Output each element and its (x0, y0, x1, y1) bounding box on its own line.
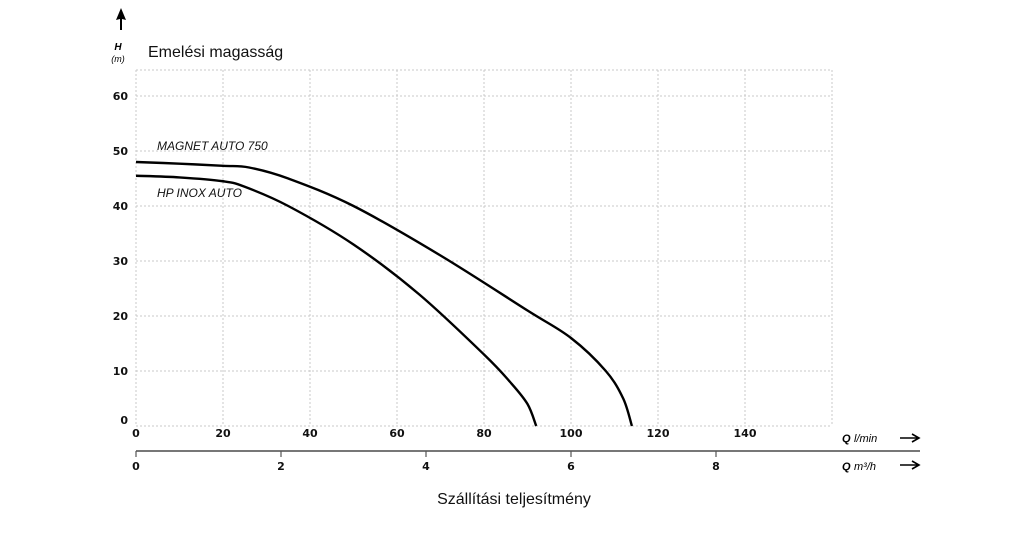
y-tick-labels: 0 10 20 30 40 50 60 (113, 90, 129, 427)
curve-hp-inox-auto (135, 174, 538, 427)
y-tick-label: 20 (113, 310, 129, 323)
x2-tick-label: 6 (567, 460, 575, 473)
x-axis-arrow-icon (900, 433, 921, 443)
x-axis-unit: l/min (854, 433, 877, 445)
y-tick-label: 30 (113, 255, 129, 268)
y-axis-unit: (m) (111, 54, 125, 64)
x2-tick-label: 2 (277, 460, 285, 473)
x2-axis-q-label: Q (842, 461, 851, 473)
y-tick-label: 40 (113, 200, 129, 213)
y-axis-label: H (114, 42, 122, 53)
x2-tick-label: 0 (132, 460, 140, 473)
x-tick-label: 80 (476, 427, 492, 440)
x2-axis-arrow-icon (900, 460, 921, 470)
curve-magnet-auto-750 (135, 160, 634, 427)
x2-tick-label: 4 (422, 460, 430, 473)
x-tick-label: 140 (734, 427, 757, 440)
x-tick-label: 0 (132, 427, 140, 440)
grid (135, 69, 833, 427)
x-tick-label: 40 (302, 427, 318, 440)
series-label: MAGNET AUTO 750 (157, 139, 268, 153)
y-tick-label: 60 (113, 90, 129, 103)
x-axis-q-label: Q (842, 433, 851, 445)
curves: MAGNET AUTO 750 HP INOX AUTO (135, 139, 634, 427)
x-tick-label: 100 (560, 427, 583, 440)
x-tick-label: 20 (215, 427, 231, 440)
series-label: HP INOX AUTO (157, 186, 242, 200)
y-tick-label: 50 (113, 145, 129, 158)
y-tick-label: 0 (120, 414, 128, 427)
x2-tick-label: 8 (712, 460, 720, 473)
chart-title: Emelési magasság (148, 44, 283, 61)
y-axis-arrow-icon (116, 8, 126, 30)
y-tick-label: 10 (113, 365, 129, 378)
x-tick-label: 60 (389, 427, 405, 440)
x-axis-title: Szállítási teljesítmény (437, 491, 591, 508)
x-tick-label: 120 (647, 427, 670, 440)
x2-axis-unit: m³/h (854, 461, 876, 473)
x-tick-labels: 0 20 40 60 80 100 120 140 (132, 427, 757, 440)
x2-axis: 0 2 4 6 8 (132, 450, 920, 473)
